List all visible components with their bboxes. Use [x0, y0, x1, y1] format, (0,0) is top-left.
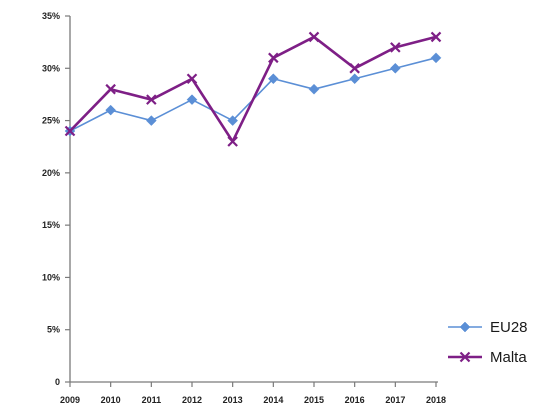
data-point-malta: [105, 83, 116, 95]
data-point-malta: [64, 125, 76, 137]
legend-label: Malta: [490, 349, 527, 366]
x-tick-label: 2009: [60, 395, 80, 405]
data-point-eu28: [145, 115, 157, 126]
legend-marker: [459, 321, 471, 333]
x-tick-label: 2013: [223, 395, 243, 405]
x-tick-label: 2018: [426, 395, 446, 405]
series-lines: [64, 31, 442, 147]
marker-stroke: [186, 73, 198, 85]
series-line-eu28: [69, 57, 437, 132]
data-point-eu28: [186, 94, 198, 106]
data-point-eu28: [227, 115, 239, 126]
y-tick-label: 5%: [47, 325, 60, 335]
x-tick-label: 2010: [101, 395, 121, 405]
x-tick-label: 2012: [182, 395, 202, 405]
data-point-eu28: [308, 83, 320, 95]
data-point-malta: [308, 31, 320, 43]
data-point-malta: [349, 63, 360, 74]
data-point-eu28: [349, 73, 361, 85]
x-tick-label: 2016: [345, 395, 365, 405]
y-tick-label: 30%: [42, 63, 60, 73]
legend-item-malta: Malta: [448, 349, 527, 366]
data-point-malta: [227, 136, 238, 147]
data-point-malta: [146, 94, 157, 105]
marker-stroke: [227, 136, 238, 147]
data-point-malta: [186, 73, 198, 85]
data-point-eu28: [105, 104, 117, 116]
y-tick-label: 35%: [42, 11, 60, 21]
y-tick-label: 15%: [42, 220, 60, 230]
legend: EU28 Malta: [448, 319, 528, 366]
legend-label: EU28: [490, 319, 528, 336]
marker-stroke: [105, 83, 116, 95]
series-line-malta: [69, 35, 437, 143]
y-axis: 0 5% 10% 15% 20% 25% 30% 35%: [42, 11, 71, 387]
data-point-eu28: [389, 62, 401, 74]
legend-item-eu28: EU28: [448, 319, 528, 336]
data-point-malta: [390, 42, 401, 53]
y-tick-label: 25%: [42, 116, 60, 126]
data-point-eu28: [267, 73, 279, 85]
marker-stroke: [349, 63, 360, 74]
series-malta: [64, 31, 442, 147]
marker-stroke: [430, 31, 442, 43]
data-point-eu28: [430, 52, 442, 64]
marker-stroke: [390, 42, 401, 53]
marker-stroke: [146, 94, 157, 105]
x-tick-label: 2017: [385, 395, 405, 405]
marker-stroke: [308, 31, 320, 43]
marker-stroke: [64, 125, 76, 137]
y-tick-label: 10%: [42, 272, 60, 282]
x-tick-label: 2014: [263, 395, 283, 405]
x-tick-label: 2015: [304, 395, 324, 405]
legend-marker: [459, 351, 471, 363]
marker-stroke: [268, 52, 279, 64]
x-tick-label: 2011: [142, 395, 162, 405]
y-tick-label: 20%: [42, 168, 60, 178]
data-point-malta: [430, 31, 442, 43]
x-axis: 2009 2010 2011 2012 2013 2014 2015 2016 2017 2018: [60, 381, 446, 405]
y-tick-label: 0: [55, 377, 60, 387]
marker-stroke: [459, 351, 471, 363]
series-eu28: [64, 52, 442, 137]
data-point-malta: [268, 52, 279, 64]
